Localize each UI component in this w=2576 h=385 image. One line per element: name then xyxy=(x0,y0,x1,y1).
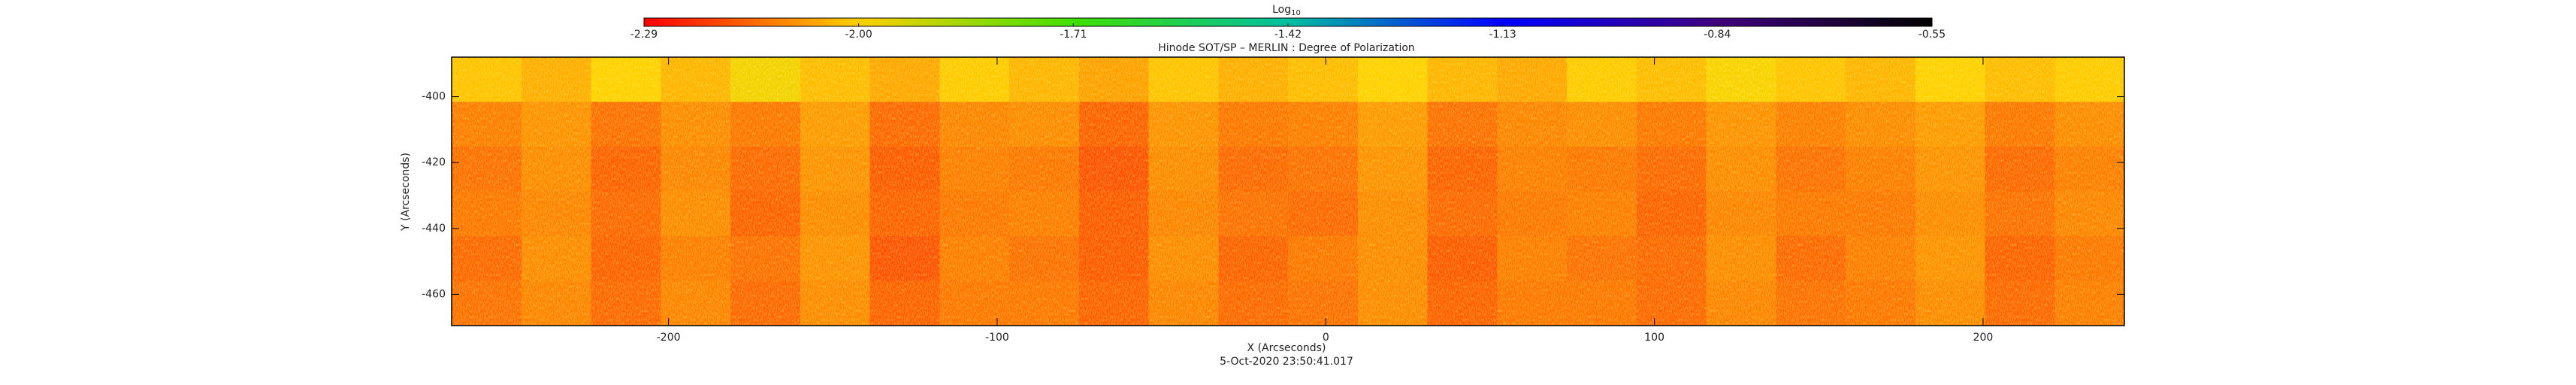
colorbar-title-base: Log xyxy=(1272,4,1291,16)
x-tick-label: -200 xyxy=(657,332,681,344)
y-tick-label: -400 xyxy=(422,91,446,103)
colorbar-tick-label: -1.71 xyxy=(1060,29,1087,41)
y-tick-label: -460 xyxy=(422,288,446,300)
colorbar-tick-label: -0.55 xyxy=(1918,29,1946,41)
chart-title: Hinode SOT/SP – MERLIN : Degree of Polar… xyxy=(1158,42,1415,54)
footer-date: 5-Oct-2020 23:50:41.017 xyxy=(1220,356,1353,368)
x-tick-label: -100 xyxy=(985,332,1009,344)
colorbar-title-subscript: 10 xyxy=(1291,9,1301,17)
y-tick-label: -420 xyxy=(422,156,446,168)
colorbar-tick-label: -0.84 xyxy=(1704,29,1731,41)
x-axis-label: X (Arcseconds) xyxy=(1247,342,1326,354)
x-tick-label: 200 xyxy=(1973,332,1994,344)
colorbar-tick-label: -1.42 xyxy=(1274,29,1302,41)
texture-overlay xyxy=(452,57,2124,326)
y-axis-label: Y (Arcseconds) xyxy=(400,153,412,232)
x-tick-label: 100 xyxy=(1644,332,1664,344)
colorbar-tick-label: -2.00 xyxy=(845,29,872,41)
colorbar-tick-label: -2.29 xyxy=(630,29,658,41)
colorbar-tick-label: -1.13 xyxy=(1489,29,1516,41)
colorbar-title: Log10 xyxy=(1272,4,1301,17)
x-tick-label: 0 xyxy=(1323,332,1329,344)
y-tick-label: -440 xyxy=(422,223,446,235)
plot-frame xyxy=(451,56,2125,326)
